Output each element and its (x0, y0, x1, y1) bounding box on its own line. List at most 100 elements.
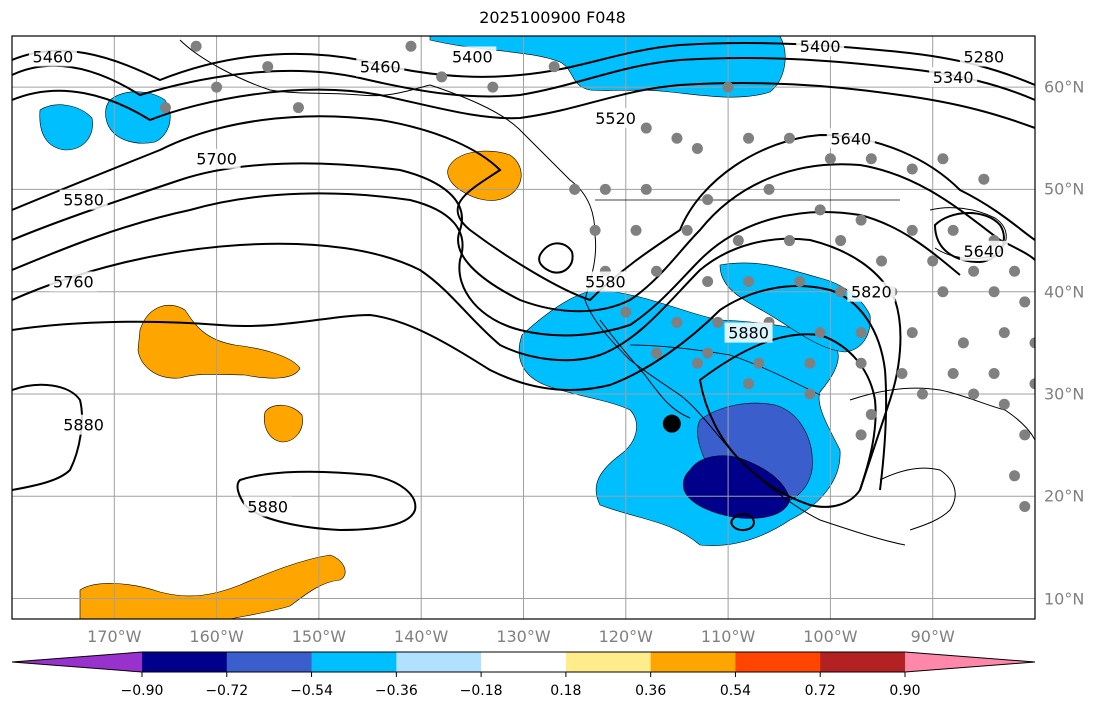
station-dot (927, 255, 939, 267)
colorbar-tick-label: 0.18 (550, 683, 582, 699)
longitude-tick-label: 100°W (803, 627, 858, 646)
longitude-tick-label: 140°W (394, 627, 449, 646)
contour-label: 5460 (360, 58, 401, 77)
latitude-tick-label: 10°N (1044, 589, 1085, 609)
station-dot (292, 102, 304, 114)
station-dot (732, 235, 744, 247)
highlighted-station-marker (662, 414, 681, 433)
colorbar-segment (565, 652, 652, 672)
contour-5520 (12, 82, 1035, 129)
station-dot (650, 265, 662, 277)
station-dot (405, 40, 417, 52)
station-dot (1029, 378, 1035, 390)
colorbar-extend-low (12, 652, 142, 672)
station-dot (916, 388, 928, 400)
station-dot (712, 316, 724, 328)
coast-gulf-mexico (849, 387, 1035, 441)
contour-label: 5760 (53, 272, 94, 291)
colorbar-segment (650, 652, 736, 672)
station-dot (814, 327, 826, 339)
contour-label: 5400 (800, 37, 841, 56)
contour-label: 5340 (933, 68, 974, 87)
station-dot (548, 61, 560, 73)
station-dot (804, 357, 816, 369)
contour-5580 (12, 115, 1035, 302)
contour-label-background (28, 46, 77, 67)
border-us-mexico (629, 344, 821, 396)
station-dot (835, 235, 847, 247)
map-title: 2025100900 F048 (479, 8, 626, 27)
map-frame (11, 35, 1036, 620)
contour-5760 (12, 237, 902, 491)
station-dot (998, 398, 1010, 410)
station-dot (589, 224, 601, 236)
station-dot (702, 194, 714, 206)
station-dot (824, 153, 836, 165)
station-dot (487, 81, 499, 93)
station-dot (1019, 296, 1031, 308)
shade-light-blue-plains (719, 262, 871, 353)
station-dot (211, 81, 223, 93)
coast-baja (599, 319, 691, 419)
station-dot (896, 368, 908, 380)
station-dot (906, 224, 918, 236)
coast-alaska (179, 39, 431, 97)
contour-label-background (581, 271, 630, 292)
contour-5400 (12, 41, 1035, 86)
station-dot (753, 357, 765, 369)
contour-label: 5880 (247, 497, 288, 516)
station-dot (865, 408, 877, 420)
colorbar-tick-label: 0.72 (804, 683, 836, 699)
colorbar (11, 651, 1036, 677)
contour-low-closed (538, 242, 574, 274)
contour-label: 5580 (585, 272, 626, 291)
contour-label-background (448, 46, 497, 67)
station-dot (190, 40, 202, 52)
contour-5700 (12, 192, 961, 337)
station-dot (876, 255, 888, 267)
contour-label-background (826, 128, 875, 149)
contour-label-background (591, 107, 640, 128)
contour-label-background (959, 240, 1008, 261)
contour-label: 5640 (963, 242, 1004, 261)
contour-labels: 5460 5460 5400 5400 5340 5280 5520 5640 5700 5580… (28, 36, 1008, 517)
station-dot (743, 378, 755, 390)
shade-orange-small (263, 404, 303, 443)
station-dot (640, 183, 652, 195)
latitude-tick-label: 40°N (1044, 282, 1085, 302)
contour-label-background (847, 281, 896, 302)
station-dot (804, 388, 816, 400)
station-dot (640, 122, 652, 134)
coast-yucatan (879, 467, 956, 531)
station-dot (937, 286, 949, 298)
colorbar-tick-label: 0.90 (889, 683, 921, 699)
station-dot (1009, 265, 1021, 277)
contour-label-background (59, 414, 108, 435)
station-dot (1019, 500, 1031, 512)
coastlines (179, 39, 1035, 546)
shade-orange-gulf-alaska (447, 150, 522, 201)
colorbar-extend-high (905, 652, 1035, 672)
longitude-tick-label: 90°W (910, 627, 955, 646)
contour-label: 5700 (196, 150, 237, 169)
contour-5460 (12, 57, 1035, 101)
station-dot (937, 153, 949, 165)
station-dot (855, 214, 867, 226)
contour-small-ring (730, 513, 756, 531)
colorbar-tick-label: 0.36 (635, 683, 667, 699)
station-dot (783, 235, 795, 247)
longitude-tick-label: 120°W (598, 627, 653, 646)
station-dot (702, 275, 714, 287)
station-dot (957, 337, 969, 349)
longitude-tick-label: 160°W (189, 627, 244, 646)
station-dot (968, 388, 980, 400)
contour-label: 5820 (851, 283, 892, 302)
colorbar-tick-label: −0.36 (374, 683, 418, 699)
station-dot (855, 327, 867, 339)
station-dot (855, 357, 867, 369)
station-dot (671, 316, 683, 328)
station-dot (671, 132, 683, 144)
contour-label: 5460 (33, 47, 74, 66)
station-dot (794, 275, 806, 287)
